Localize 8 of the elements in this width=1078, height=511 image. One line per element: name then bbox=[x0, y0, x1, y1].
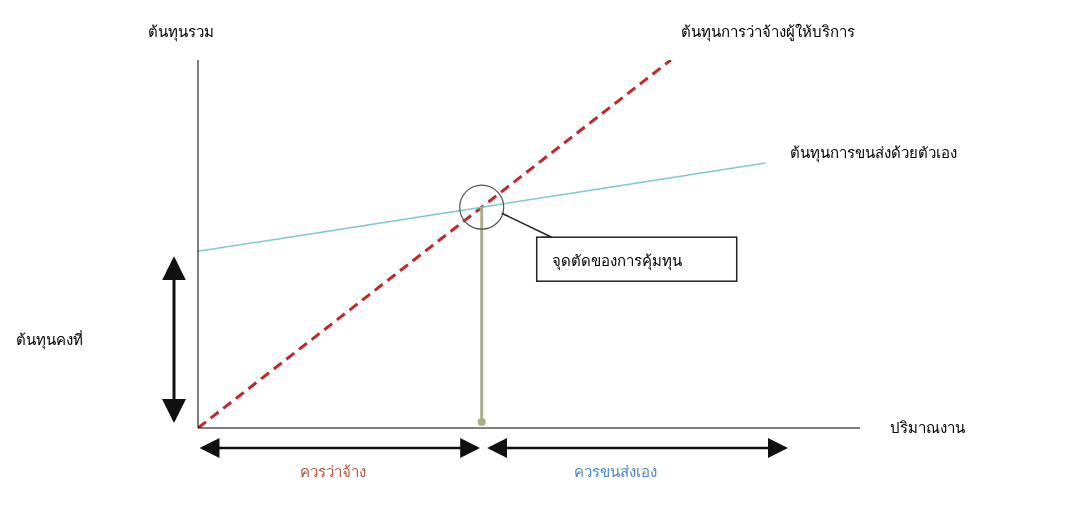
text: ต้นทุนคงที่ bbox=[16, 329, 83, 352]
series-label: ต้นทุนการว่าจ้างผู้ให้บริการ bbox=[680, 22, 855, 44]
y-axis-title: ต้นทุนรวม bbox=[148, 22, 214, 44]
annotation: จุดตัดของการคุ้มทุน bbox=[551, 251, 682, 273]
series-label: ต้นทุนการขนส่งด้วยตัวเอง bbox=[790, 143, 958, 165]
x-axis-title: ปริมาณงาน bbox=[890, 418, 965, 439]
text: ควรขนส่งเอง bbox=[573, 462, 657, 483]
text: ควรว่าจ้าง bbox=[299, 462, 366, 483]
